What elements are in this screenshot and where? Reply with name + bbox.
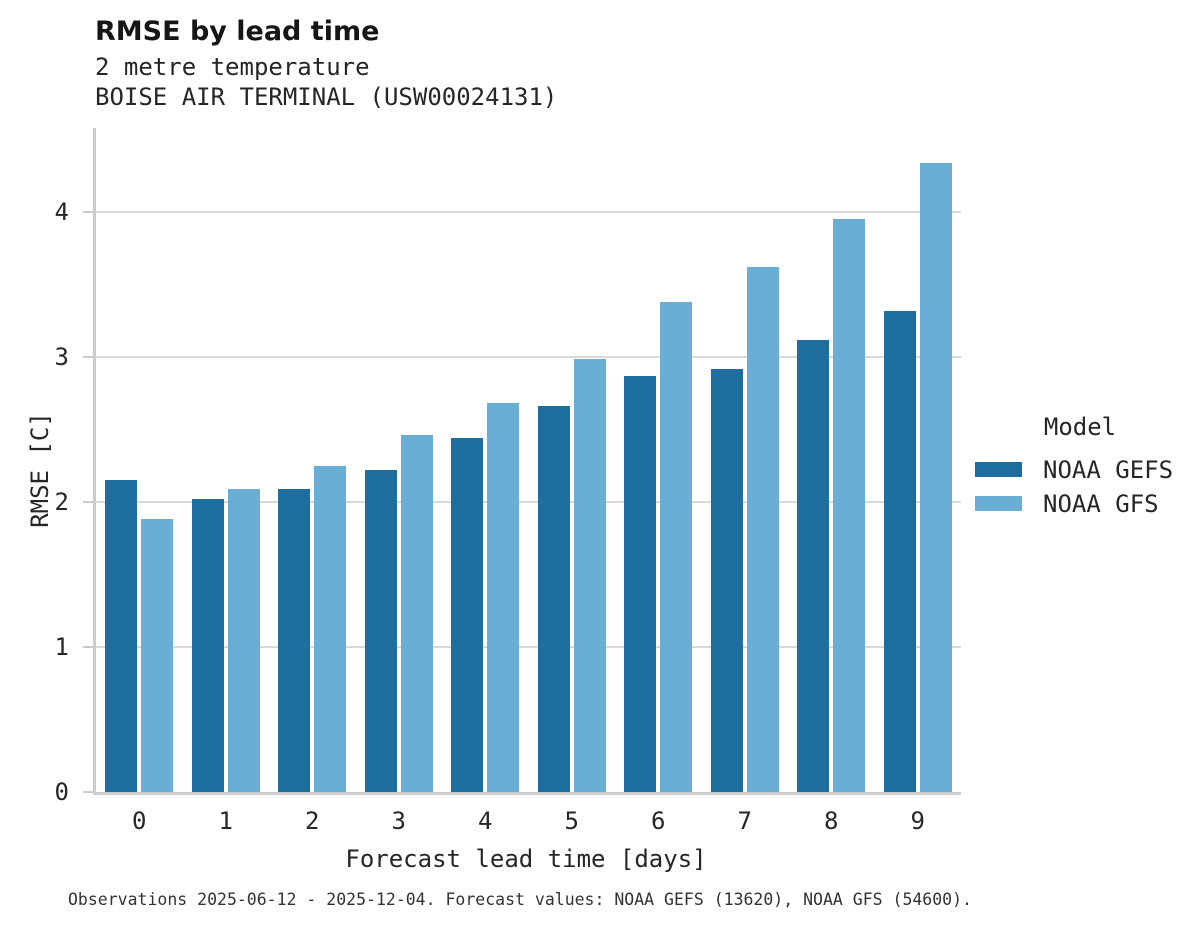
- chart-title: RMSE by lead time: [95, 16, 380, 47]
- y-tick-mark-3: [83, 356, 93, 359]
- y-tick-label-4: 4: [54, 198, 69, 227]
- bar-noaa-gfs-lead-5: [573, 358, 606, 792]
- legend-swatch-icon: [975, 462, 1022, 477]
- bar-noaa-gefs-lead-8: [797, 339, 830, 792]
- legend-label: NOAA GFS: [1043, 490, 1159, 518]
- bar-noaa-gefs-lead-2: [278, 489, 311, 792]
- bar-noaa-gfs-lead-8: [833, 219, 866, 792]
- bar-noaa-gefs-lead-3: [364, 470, 397, 792]
- y-tick-label-1: 1: [54, 633, 69, 662]
- x-tick-label-1: 1: [218, 807, 233, 835]
- subtitle-variable: 2 metre temperature: [95, 53, 370, 81]
- y-tick-mark-1: [83, 646, 93, 649]
- legend-title: Model: [1043, 413, 1117, 441]
- bar-noaa-gfs-lead-0: [141, 519, 174, 792]
- x-tick-label-8: 8: [824, 807, 839, 835]
- legend: Model NOAA GEFS NOAA GFS: [975, 414, 1185, 522]
- bar-noaa-gfs-lead-3: [400, 435, 433, 792]
- x-tick-label-2: 2: [305, 807, 320, 835]
- x-tick-label-9: 9: [910, 807, 925, 835]
- gridline-y-4: [96, 211, 961, 214]
- legend-entry-noaa-gfs: NOAA GFS: [975, 488, 1185, 522]
- bar-noaa-gfs-lead-7: [746, 267, 779, 792]
- gridline-y-3: [96, 356, 961, 359]
- y-tick-mark-0: [83, 791, 93, 793]
- x-tick-label-7: 7: [737, 807, 752, 835]
- x-tick-label-0: 0: [132, 807, 147, 835]
- bar-noaa-gefs-lead-1: [191, 499, 224, 792]
- y-tick-label-3: 3: [54, 343, 69, 372]
- bar-noaa-gefs-lead-6: [624, 375, 657, 792]
- x-tick-label-4: 4: [478, 807, 493, 835]
- bar-noaa-gfs-lead-1: [227, 489, 260, 792]
- bar-noaa-gefs-lead-5: [537, 406, 570, 792]
- bar-noaa-gfs-lead-9: [919, 162, 952, 792]
- y-tick-mark-2: [83, 501, 93, 504]
- x-tick-label-6: 6: [651, 807, 666, 835]
- legend-swatch-icon: [975, 496, 1022, 511]
- chart-subtitle: 2 metre temperature BOISE AIR TERMINAL (…: [95, 52, 557, 112]
- x-axis-label: Forecast lead time [days]: [345, 845, 707, 873]
- caption-text: Observations 2025-06-12 - 2025-12-04. Fo…: [68, 890, 972, 909]
- x-tick-label-3: 3: [391, 807, 406, 835]
- legend-entry-noaa-gefs: NOAA GEFS: [975, 454, 1185, 488]
- bar-noaa-gfs-lead-2: [314, 465, 347, 792]
- bar-noaa-gefs-lead-4: [451, 438, 484, 792]
- legend-label: NOAA GEFS: [1043, 456, 1174, 484]
- bar-noaa-gfs-lead-4: [487, 403, 520, 792]
- y-tick-label-0: 0: [54, 778, 69, 806]
- bar-noaa-gfs-lead-6: [660, 301, 693, 792]
- plot-area: 0 1 2 3 4 0 1 2 3 4 5 6 7 8 9: [55, 128, 961, 835]
- bar-noaa-gefs-lead-7: [710, 368, 743, 792]
- gridline-y-2: [96, 501, 961, 504]
- subtitle-station: BOISE AIR TERMINAL (USW00024131): [95, 83, 558, 111]
- y-tick-label-2: 2: [54, 488, 69, 517]
- x-tick-label-5: 5: [564, 807, 579, 835]
- y-tick-mark-4: [83, 211, 93, 214]
- bar-noaa-gefs-lead-9: [883, 310, 916, 792]
- bar-noaa-gefs-lead-0: [105, 480, 138, 792]
- gridline-y-1: [96, 646, 961, 649]
